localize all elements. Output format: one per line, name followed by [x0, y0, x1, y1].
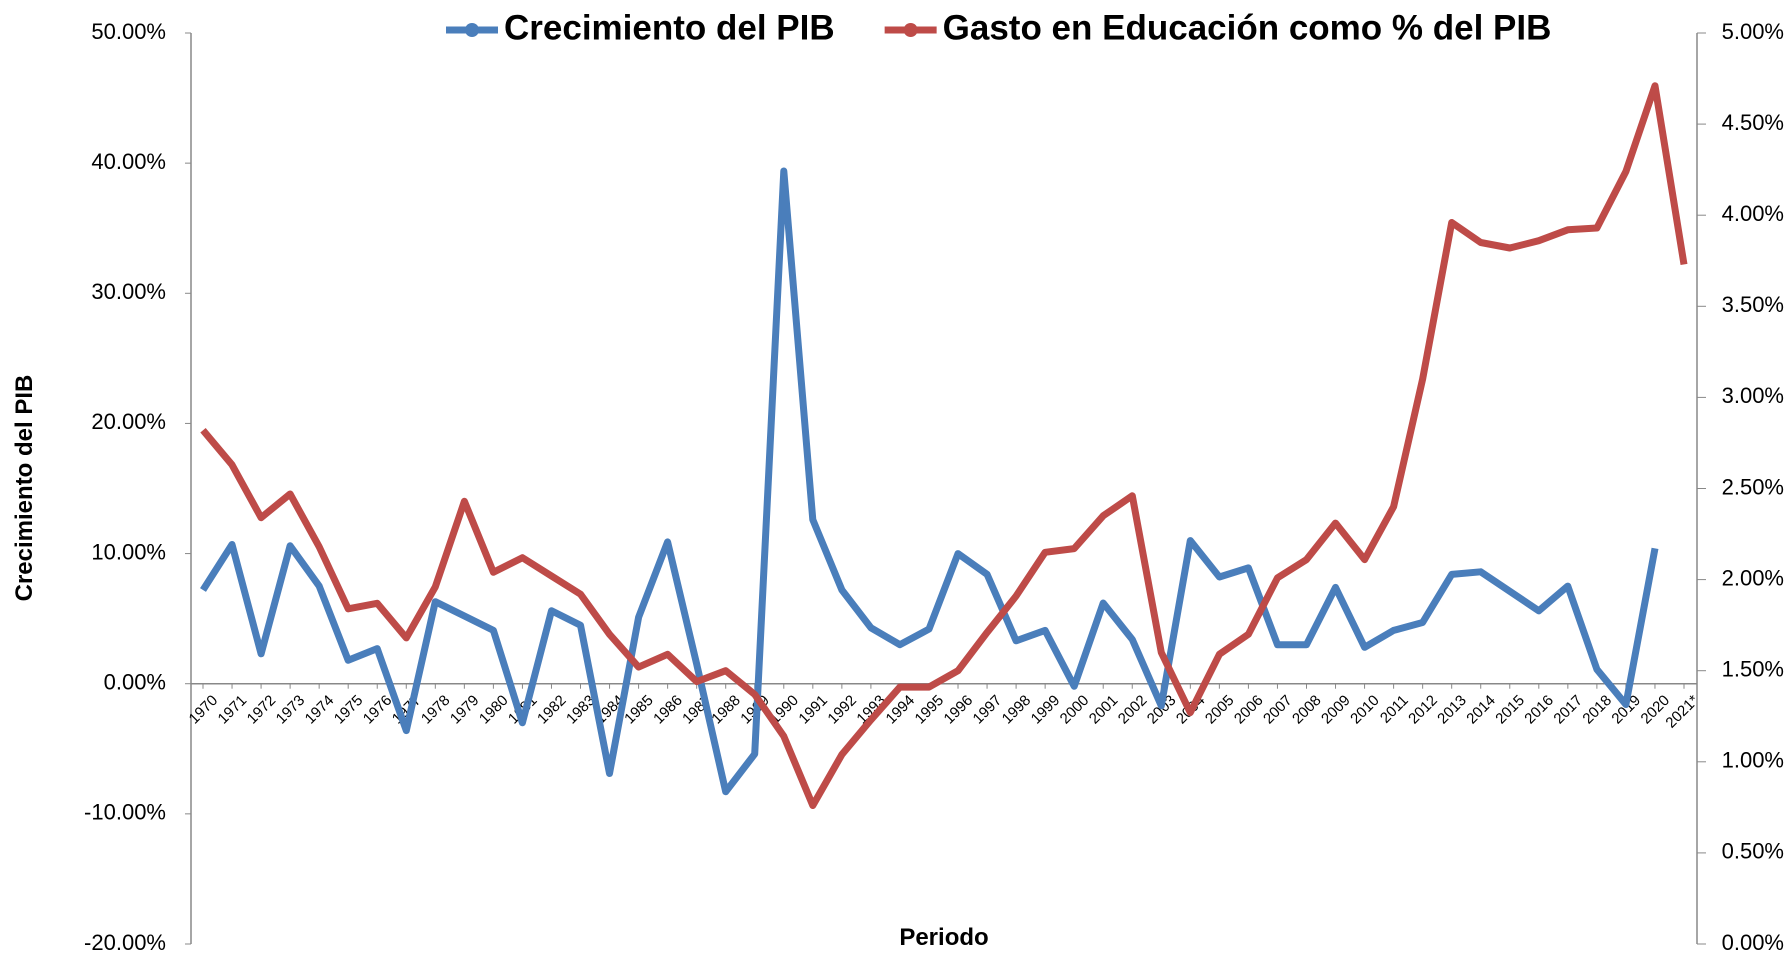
x-tick-label: 2007: [1260, 692, 1296, 728]
y2-tick-label: 4.50%: [1722, 110, 1784, 135]
x-tick-label: 2013: [1434, 692, 1470, 728]
x-tick-label: 1996: [941, 692, 977, 728]
x-tick-label: 2008: [1289, 692, 1325, 728]
x-tick-label: 2002: [1115, 692, 1151, 728]
y2-tick-label: 1.00%: [1722, 748, 1784, 773]
x-tick-label: 2001: [1086, 692, 1122, 728]
legend-marker: [465, 23, 479, 37]
legend-marker: [903, 23, 918, 37]
x-tick-label: 1999: [1028, 692, 1064, 728]
x-tick-label: 1986: [650, 692, 686, 728]
y2-tick-label: 0.50%: [1722, 839, 1784, 864]
x-tick-label: 2009: [1318, 692, 1354, 728]
series-line: [200, 82, 1688, 809]
x-tick-label: 1973: [273, 692, 309, 728]
y2-tick-label: 3.00%: [1722, 383, 1784, 408]
x-tick-label: 1988: [708, 692, 744, 728]
x-axis-title: Periodo: [899, 924, 988, 951]
legend-label: Gasto en Educación como % del PIB: [943, 8, 1552, 47]
y2-tick-label: 5.00%: [1722, 19, 1784, 44]
y2-tick-label: 2.50%: [1722, 474, 1784, 499]
x-tick-label: 2005: [1202, 692, 1238, 728]
x-tick-label: 2010: [1347, 692, 1383, 728]
x-tick-label: 1991: [795, 692, 831, 728]
series-line: [200, 167, 1659, 796]
x-tick-label: 1997: [970, 692, 1006, 728]
y2-tick-label: 4.00%: [1722, 201, 1784, 226]
x-tick-label: 2000: [1057, 692, 1093, 728]
y2-tick-label: 1.50%: [1722, 657, 1784, 682]
x-tick-label: 1974: [302, 692, 338, 728]
y-axis-title: Crecimiento del PIB: [11, 375, 38, 602]
y-tick-label: 10.00%: [91, 539, 166, 564]
x-tick-label: 1992: [824, 692, 860, 728]
y2-tick-label: 0.00%: [1722, 930, 1784, 955]
x-tick-label: 1979: [447, 692, 483, 728]
x-tick-label: 2014: [1463, 692, 1499, 728]
x-tick-label: 2011: [1377, 692, 1412, 727]
x-tick-label: 1982: [534, 692, 570, 728]
y-tick-label: -10.00%: [84, 800, 166, 825]
y2-tick-label: 3.50%: [1722, 292, 1784, 317]
legend-label: Crecimiento del PIB: [504, 8, 835, 47]
x-tick-label: 2017: [1550, 692, 1586, 728]
y-tick-label: 50.00%: [91, 19, 166, 44]
x-tick-label: 1978: [418, 692, 454, 728]
x-tick-label: 2012: [1405, 692, 1441, 728]
x-tick-label: 1972: [244, 692, 280, 728]
y-tick-label: 20.00%: [91, 409, 166, 434]
x-tick-label: 2015: [1492, 692, 1528, 728]
y-tick-label: 40.00%: [91, 149, 166, 174]
x-tick-label: 2006: [1231, 692, 1267, 728]
x-tick-label: 1971: [215, 692, 251, 728]
x-tick-label: 1980: [476, 692, 512, 728]
y-tick-label: -20.00%: [84, 930, 166, 955]
x-tick-label: 2016: [1521, 692, 1557, 728]
y-tick-label: 0.00%: [104, 670, 166, 695]
x-tick-label: 1975: [331, 692, 367, 728]
x-tick-label: 2018: [1579, 692, 1615, 728]
x-tick-label: 1995: [912, 692, 948, 728]
x-tick-label: 1976: [360, 692, 396, 728]
x-tick-label: 1998: [999, 692, 1035, 728]
y2-tick-label: 2.00%: [1722, 565, 1784, 590]
y-tick-label: 30.00%: [91, 279, 166, 304]
